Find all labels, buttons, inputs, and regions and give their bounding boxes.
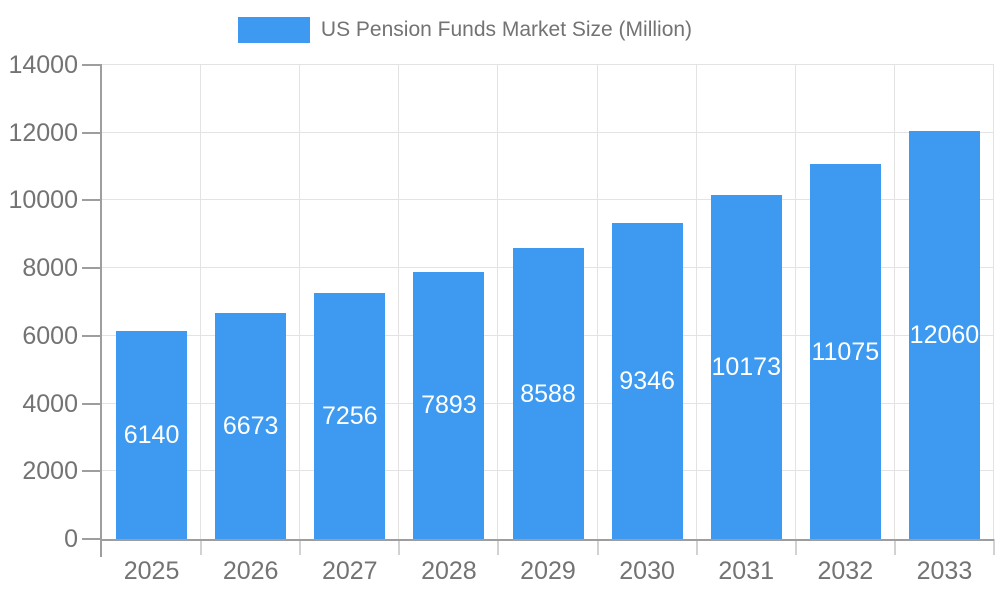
x-tick [993,539,995,555]
x-axis-line [100,539,994,541]
gridline-h [102,199,994,201]
bar-value-label: 7893 [421,391,477,420]
x-tick [200,539,203,555]
gridline-v [794,65,796,539]
gridline-v [695,65,697,539]
legend-swatch [237,17,310,43]
y-tick [82,470,102,473]
gridline-v [200,65,202,539]
gridline-v [299,65,301,539]
bar-value-label: 9346 [619,366,675,395]
x-axis-label: 2029 [520,557,576,585]
y-axis-label: 14000 [8,51,78,79]
y-axis-line [100,65,102,557]
y-axis-label: 4000 [22,389,78,418]
y-tick [82,267,102,270]
bar-value-label: 6673 [222,412,279,441]
x-tick [893,539,896,555]
gridline-v [993,65,994,539]
gridline-h [102,131,994,133]
bar-value-label: 11075 [811,337,880,366]
y-tick [82,64,102,66]
y-axis-label: 0 [64,525,78,553]
bar-2029[interactable] [512,248,584,539]
x-tick [299,539,302,555]
x-axis-label: 2030 [619,557,675,585]
bar-2033[interactable] [908,130,980,539]
x-tick [398,539,401,555]
x-axis-label: 2027 [321,557,378,585]
x-axis-label: 2032 [817,557,874,585]
x-axis-label: 2031 [718,557,775,585]
y-tick [82,538,102,540]
bar-value-label: 8588 [520,379,576,408]
x-axis-label: 2033 [916,557,973,585]
x-tick [695,539,698,555]
bar-2026[interactable] [215,313,287,539]
bar-value-label: 12060 [909,320,980,349]
y-axis-label: 8000 [22,254,78,283]
y-axis-label: 2000 [22,457,78,486]
x-axis-label: 2028 [421,557,477,585]
y-tick [82,131,102,134]
bar-2031[interactable] [710,194,782,539]
y-axis-label: 6000 [22,321,78,350]
y-tick [82,334,102,337]
bar-value-label: 7256 [321,402,378,431]
bar-2032[interactable] [809,164,881,539]
bar-value-label: 10173 [711,352,781,381]
bar-value-label: 6140 [123,421,180,450]
x-tick [497,539,500,555]
bar-2030[interactable] [611,222,683,539]
y-axis-label: 10000 [8,186,78,215]
x-tick [794,539,797,555]
legend-item[interactable]: US Pension Funds Market Size (Million) [237,17,693,43]
gridline-v [893,65,895,539]
bar-2027[interactable] [314,293,386,539]
bar-2028[interactable] [413,271,485,539]
x-tick [596,539,599,555]
gridline-v [596,65,598,539]
legend: US Pension Funds Market Size (Million) [0,17,930,43]
gridline-h [102,64,994,65]
y-axis-label: 12000 [8,118,78,147]
y-tick [82,402,102,405]
x-axis-label: 2025 [123,557,180,585]
gridline-v [497,65,499,539]
x-axis-label: 2026 [222,557,279,585]
legend-label: US Pension Funds Market Size (Million) [320,18,693,41]
gridline-v [398,65,400,539]
y-tick [82,199,102,202]
bar-2025[interactable] [116,331,188,539]
